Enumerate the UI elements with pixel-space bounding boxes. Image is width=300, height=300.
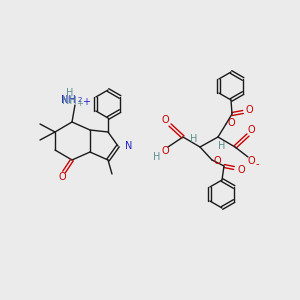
Text: H: H (153, 152, 161, 162)
Text: O: O (228, 118, 236, 128)
Text: 2: 2 (78, 97, 82, 103)
Text: NH: NH (62, 96, 77, 106)
Text: +: + (76, 100, 83, 109)
Text: O: O (247, 125, 255, 135)
Text: -: - (255, 159, 259, 169)
Text: +: + (82, 97, 90, 107)
Text: H: H (218, 141, 226, 151)
Text: H: H (190, 134, 198, 144)
Text: O: O (161, 115, 169, 125)
Text: NH: NH (61, 95, 75, 105)
Text: N: N (125, 141, 132, 151)
Text: H: H (66, 88, 74, 98)
Text: O: O (58, 172, 66, 182)
Text: O: O (245, 105, 253, 115)
Text: O: O (214, 156, 222, 166)
Text: O: O (161, 146, 169, 156)
Text: O: O (237, 165, 245, 175)
Text: O: O (247, 156, 255, 166)
